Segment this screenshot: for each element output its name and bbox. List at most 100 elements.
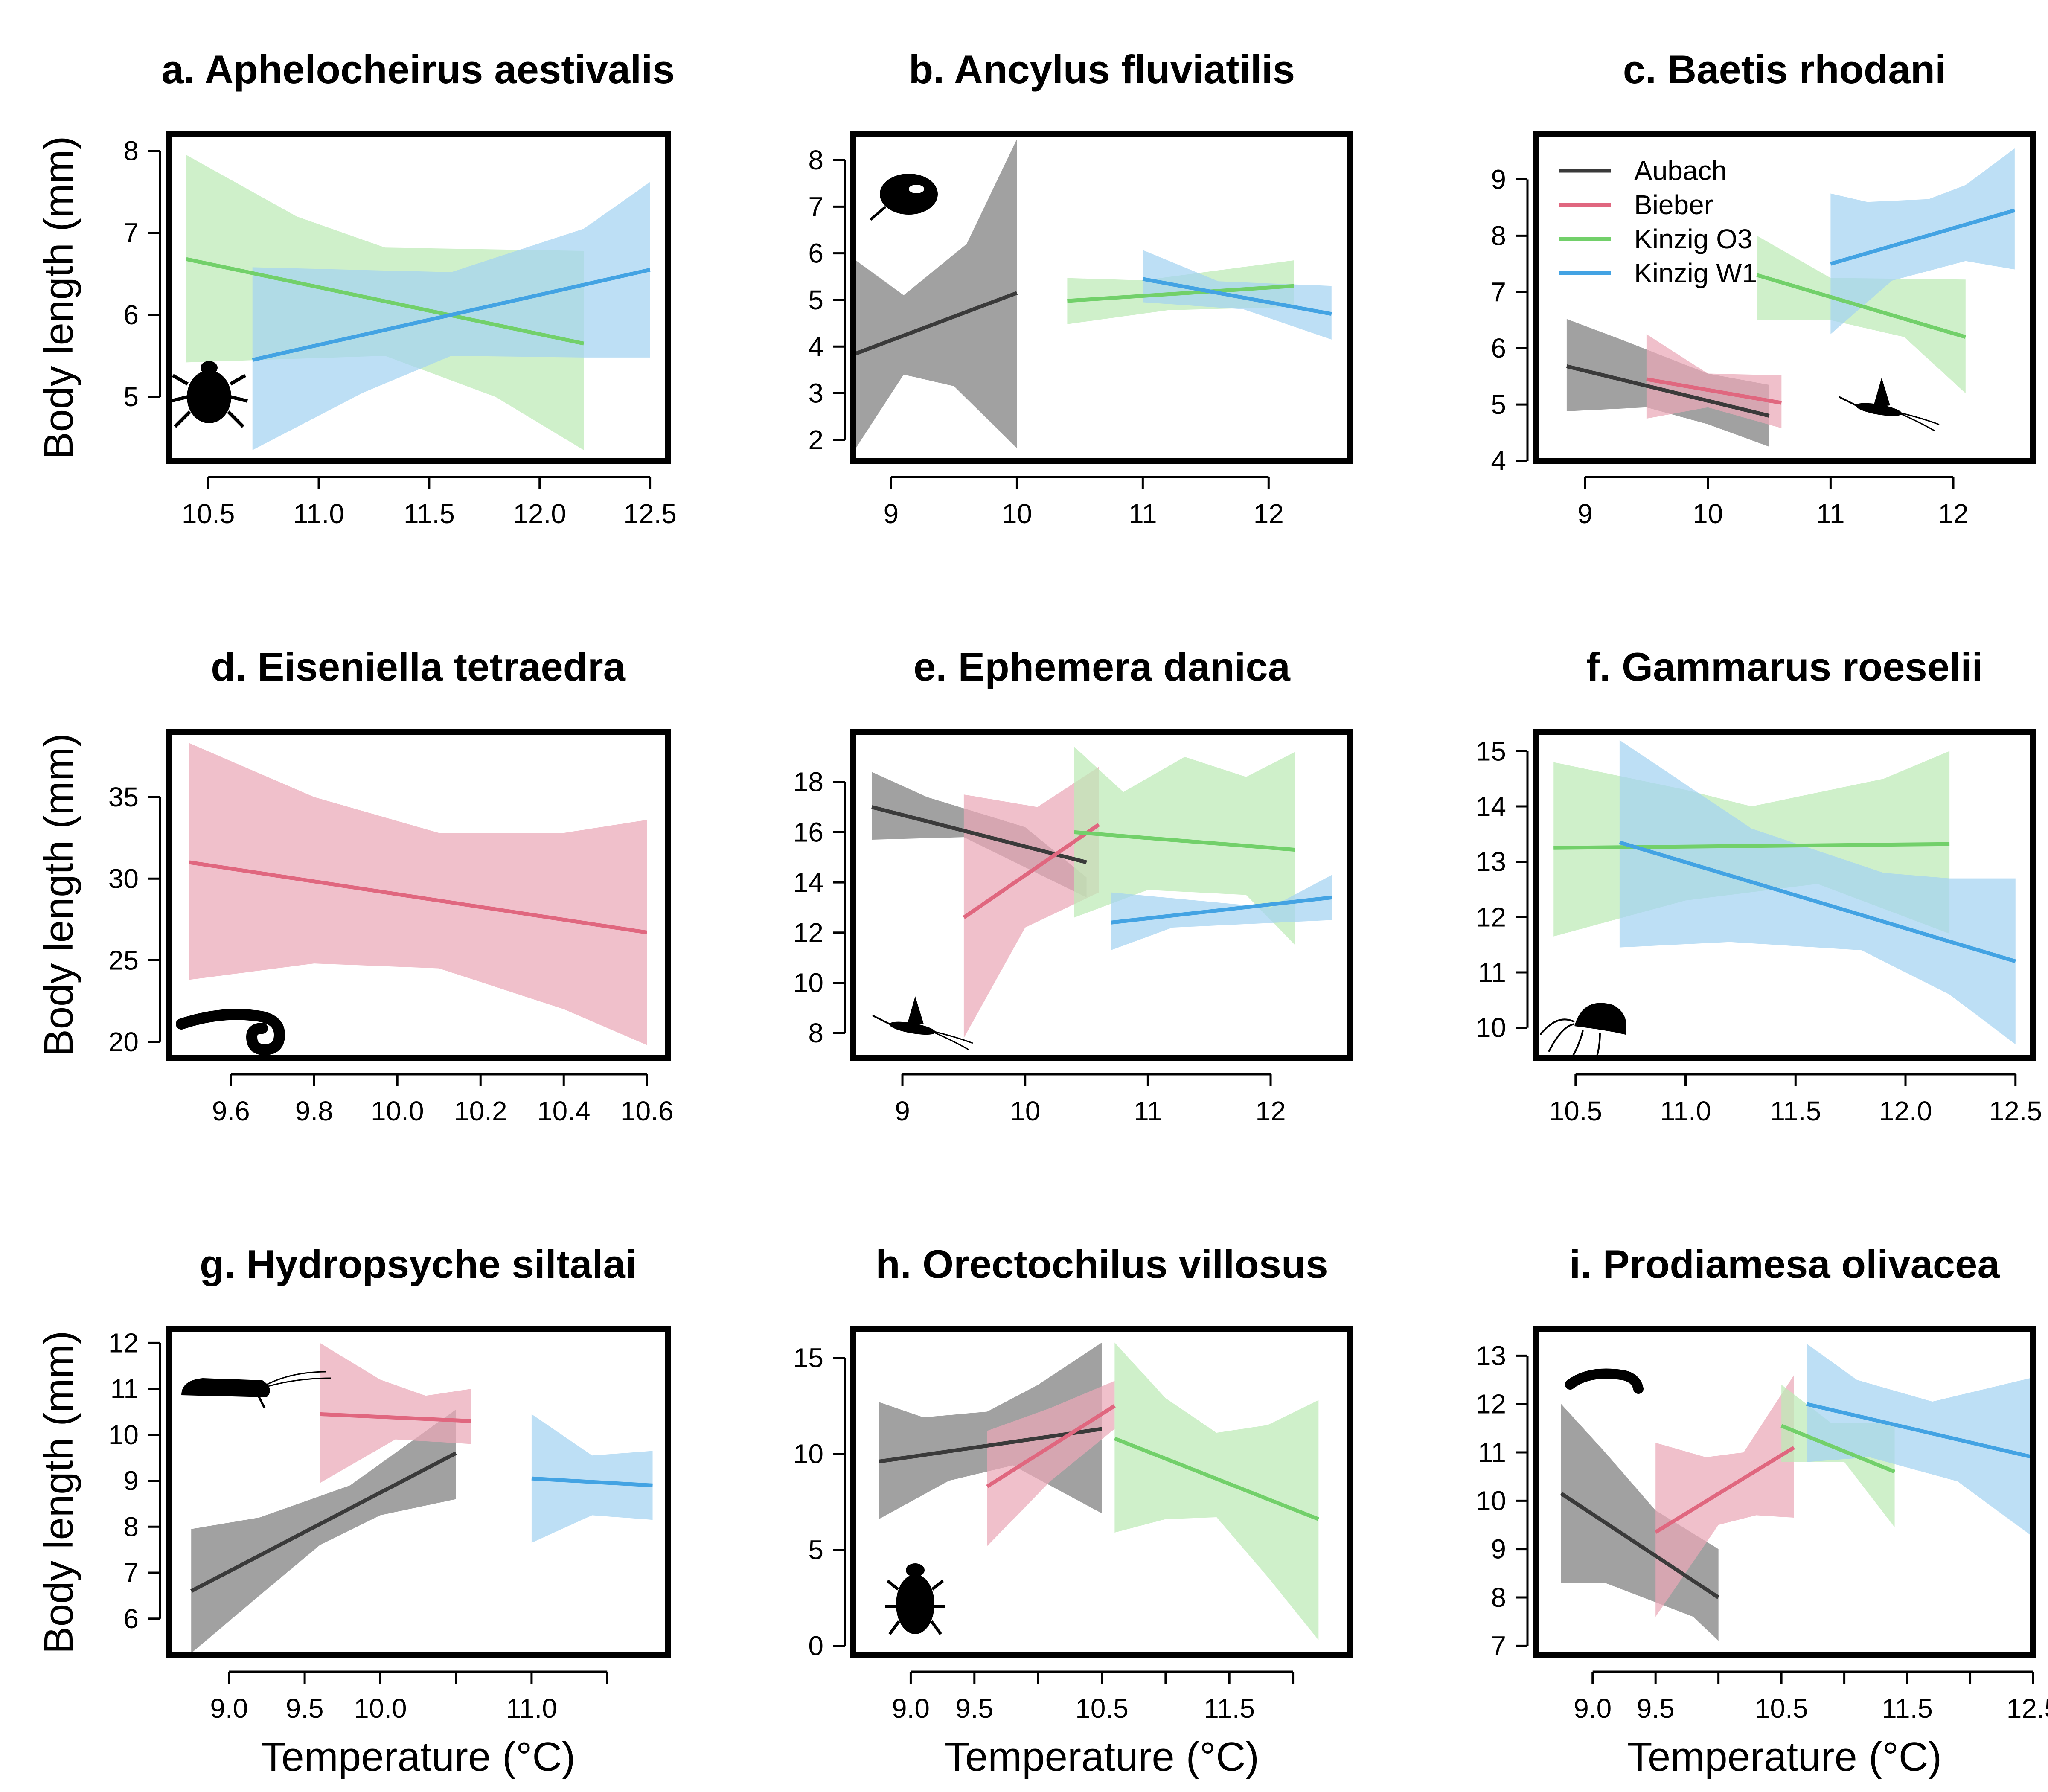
x-tick-label: 10.5 xyxy=(1549,1096,1603,1126)
y-tick-label: 6 xyxy=(123,300,139,330)
icon-leg xyxy=(230,374,246,386)
plot-frame xyxy=(1533,1326,2036,1658)
trend-line-aubach xyxy=(190,1451,457,1593)
legend-label-aubach: Aubach xyxy=(1634,155,1727,186)
trend-line-kinzig-w1 xyxy=(1806,1402,2033,1459)
icon-leg xyxy=(227,410,244,428)
y-tick-label: 7 xyxy=(1491,276,1506,307)
caddisfly-icon xyxy=(181,1371,331,1409)
beetle-icon xyxy=(885,1563,945,1635)
x-tick-label: 11.5 xyxy=(1770,1096,1821,1126)
icon-leg xyxy=(257,1394,266,1409)
ci-band-bieber xyxy=(320,1343,471,1483)
x-axis-label: Temperature (°C) xyxy=(1627,1734,1942,1780)
y-tick-label: 9 xyxy=(1491,1534,1506,1565)
x-tick-label: 12.5 xyxy=(623,498,677,529)
trend-line-aubach xyxy=(855,291,1018,355)
ci-band-kinzig-w1 xyxy=(531,1414,653,1543)
plot-area xyxy=(855,139,1332,448)
ci-band-aubach xyxy=(191,1409,456,1653)
y-tick-label: 6 xyxy=(123,1603,139,1634)
panel-e-ephemera-danica: e. Ephemera danica 9 10 11 12 8 10 12 14 16 18 xyxy=(793,644,1353,1126)
y-tick-label: 6 xyxy=(808,238,823,269)
panel-title: b. Ancylus fluviatilis xyxy=(909,47,1295,92)
panel-title: f. Gammarus roeselii xyxy=(1586,644,1983,689)
x-tick-label: 9.5 xyxy=(286,1693,324,1724)
y-tick-label: 3 xyxy=(808,378,823,409)
ci-band-kinzig-w1 xyxy=(1111,875,1332,950)
x-tick-label: 9.0 xyxy=(1574,1693,1612,1724)
y-tick-label: 12 xyxy=(1476,1389,1506,1420)
icon-body xyxy=(889,1021,936,1035)
trend-line-bieber xyxy=(986,1404,1116,1488)
x-tick-label: 10.5 xyxy=(182,498,235,529)
trend-line-bieber xyxy=(189,860,647,934)
trend-line-aubach xyxy=(871,805,1087,864)
x-tick-label: 11.0 xyxy=(506,1693,557,1724)
trend-line-kinzig-w1 xyxy=(1830,208,2016,266)
mayfly-icon xyxy=(872,996,973,1050)
y-tick-label: 7 xyxy=(1491,1630,1506,1661)
panel-title: c. Baetis rhodani xyxy=(1623,47,1946,92)
icon-body xyxy=(896,1574,934,1634)
y-tick-label: 8 xyxy=(123,135,139,166)
x-tick-label: 10.5 xyxy=(1755,1693,1808,1724)
x-tick-label: 12.0 xyxy=(1879,1096,1932,1126)
x-tick-label: 9 xyxy=(1577,498,1593,529)
x-tick-label: 10 xyxy=(1010,1096,1040,1126)
x-tick-label: 11.5 xyxy=(404,498,455,529)
y-tick-label: 13 xyxy=(1476,1340,1506,1371)
trend-line-kinzig-w1 xyxy=(252,268,651,362)
icon-tentacle xyxy=(870,206,886,221)
x-tick-label: 10 xyxy=(1002,498,1032,529)
worm-icon xyxy=(176,1009,285,1056)
icon-leg xyxy=(230,395,248,403)
panel-a-aphelocheirus-aestivalis: a. Aphelocheirus aestivalis 10.5 11.0 11.5 1… xyxy=(36,47,677,529)
y-axis-label: Body length (mm) xyxy=(36,1331,81,1654)
x-tick-label: 9.8 xyxy=(295,1096,333,1126)
ci-band-bieber xyxy=(189,743,647,1045)
icon-body xyxy=(1574,1003,1626,1035)
y-tick-label: 30 xyxy=(108,863,139,894)
x-tick-label: 12.5 xyxy=(2007,1693,2048,1724)
trend-line-aubach xyxy=(1566,364,1770,418)
ci-band-bieber xyxy=(987,1381,1115,1546)
x-tick-label: 9.5 xyxy=(1637,1693,1675,1724)
x-tick-label: 10.0 xyxy=(354,1693,407,1724)
x-tick-label: 11.5 xyxy=(1204,1693,1255,1724)
panel-f-gammarus-roeselii: f. Gammarus roeselii 10.5 11.0 11.5 12.0 12.5… xyxy=(1476,644,2042,1126)
plot-frame xyxy=(1533,729,2036,1061)
trend-line-kinzig-o3 xyxy=(1067,284,1294,303)
x-tick-label: 9.6 xyxy=(212,1096,250,1126)
icon-larva-body xyxy=(1565,1368,1644,1394)
x-tick-label: 12 xyxy=(1255,1096,1286,1126)
x-tick-label: 11.0 xyxy=(293,498,344,529)
water-bug-icon xyxy=(170,361,248,428)
trend-line-kinzig-w1 xyxy=(1619,841,2016,963)
icon-leg xyxy=(931,1580,944,1591)
y-tick-label: 7 xyxy=(808,191,823,222)
amphipod-icon xyxy=(1539,1003,1626,1061)
x-tick-label: 9.0 xyxy=(210,1693,248,1724)
y-tick-label: 5 xyxy=(808,1535,823,1565)
icon-wing xyxy=(1873,378,1890,407)
x-tick-label: 10.4 xyxy=(537,1096,591,1126)
y-tick-label: 10 xyxy=(108,1420,139,1450)
panel-title: g. Hydropsyche siltalai xyxy=(200,1242,637,1286)
y-tick-label: 10 xyxy=(1476,1012,1506,1043)
y-tick-label: 11 xyxy=(1478,957,1506,988)
legend-label-kinzig-o3: Kinzig O3 xyxy=(1634,224,1752,254)
y-tick-label: 4 xyxy=(1491,445,1506,476)
ci-band-bieber xyxy=(1646,334,1782,428)
y-tick-label: 9 xyxy=(123,1466,139,1496)
x-tick-label: 12.0 xyxy=(513,498,566,529)
plot-frame xyxy=(166,1326,671,1658)
panel-c-baetis-rhodani: c. Baetis rhodani 9 10 11 12 4 5 6 7 8 9 AubachBieb… xyxy=(1491,47,2036,529)
ci-band-kinzig-w1 xyxy=(1619,740,2016,1044)
y-tick-label: 10 xyxy=(793,967,823,998)
panel-title: h. Orectochilus villosus xyxy=(876,1242,1328,1286)
y-tick-label: 9 xyxy=(1491,164,1506,195)
plot-area xyxy=(879,1342,1319,1640)
icon-body xyxy=(181,1378,270,1397)
